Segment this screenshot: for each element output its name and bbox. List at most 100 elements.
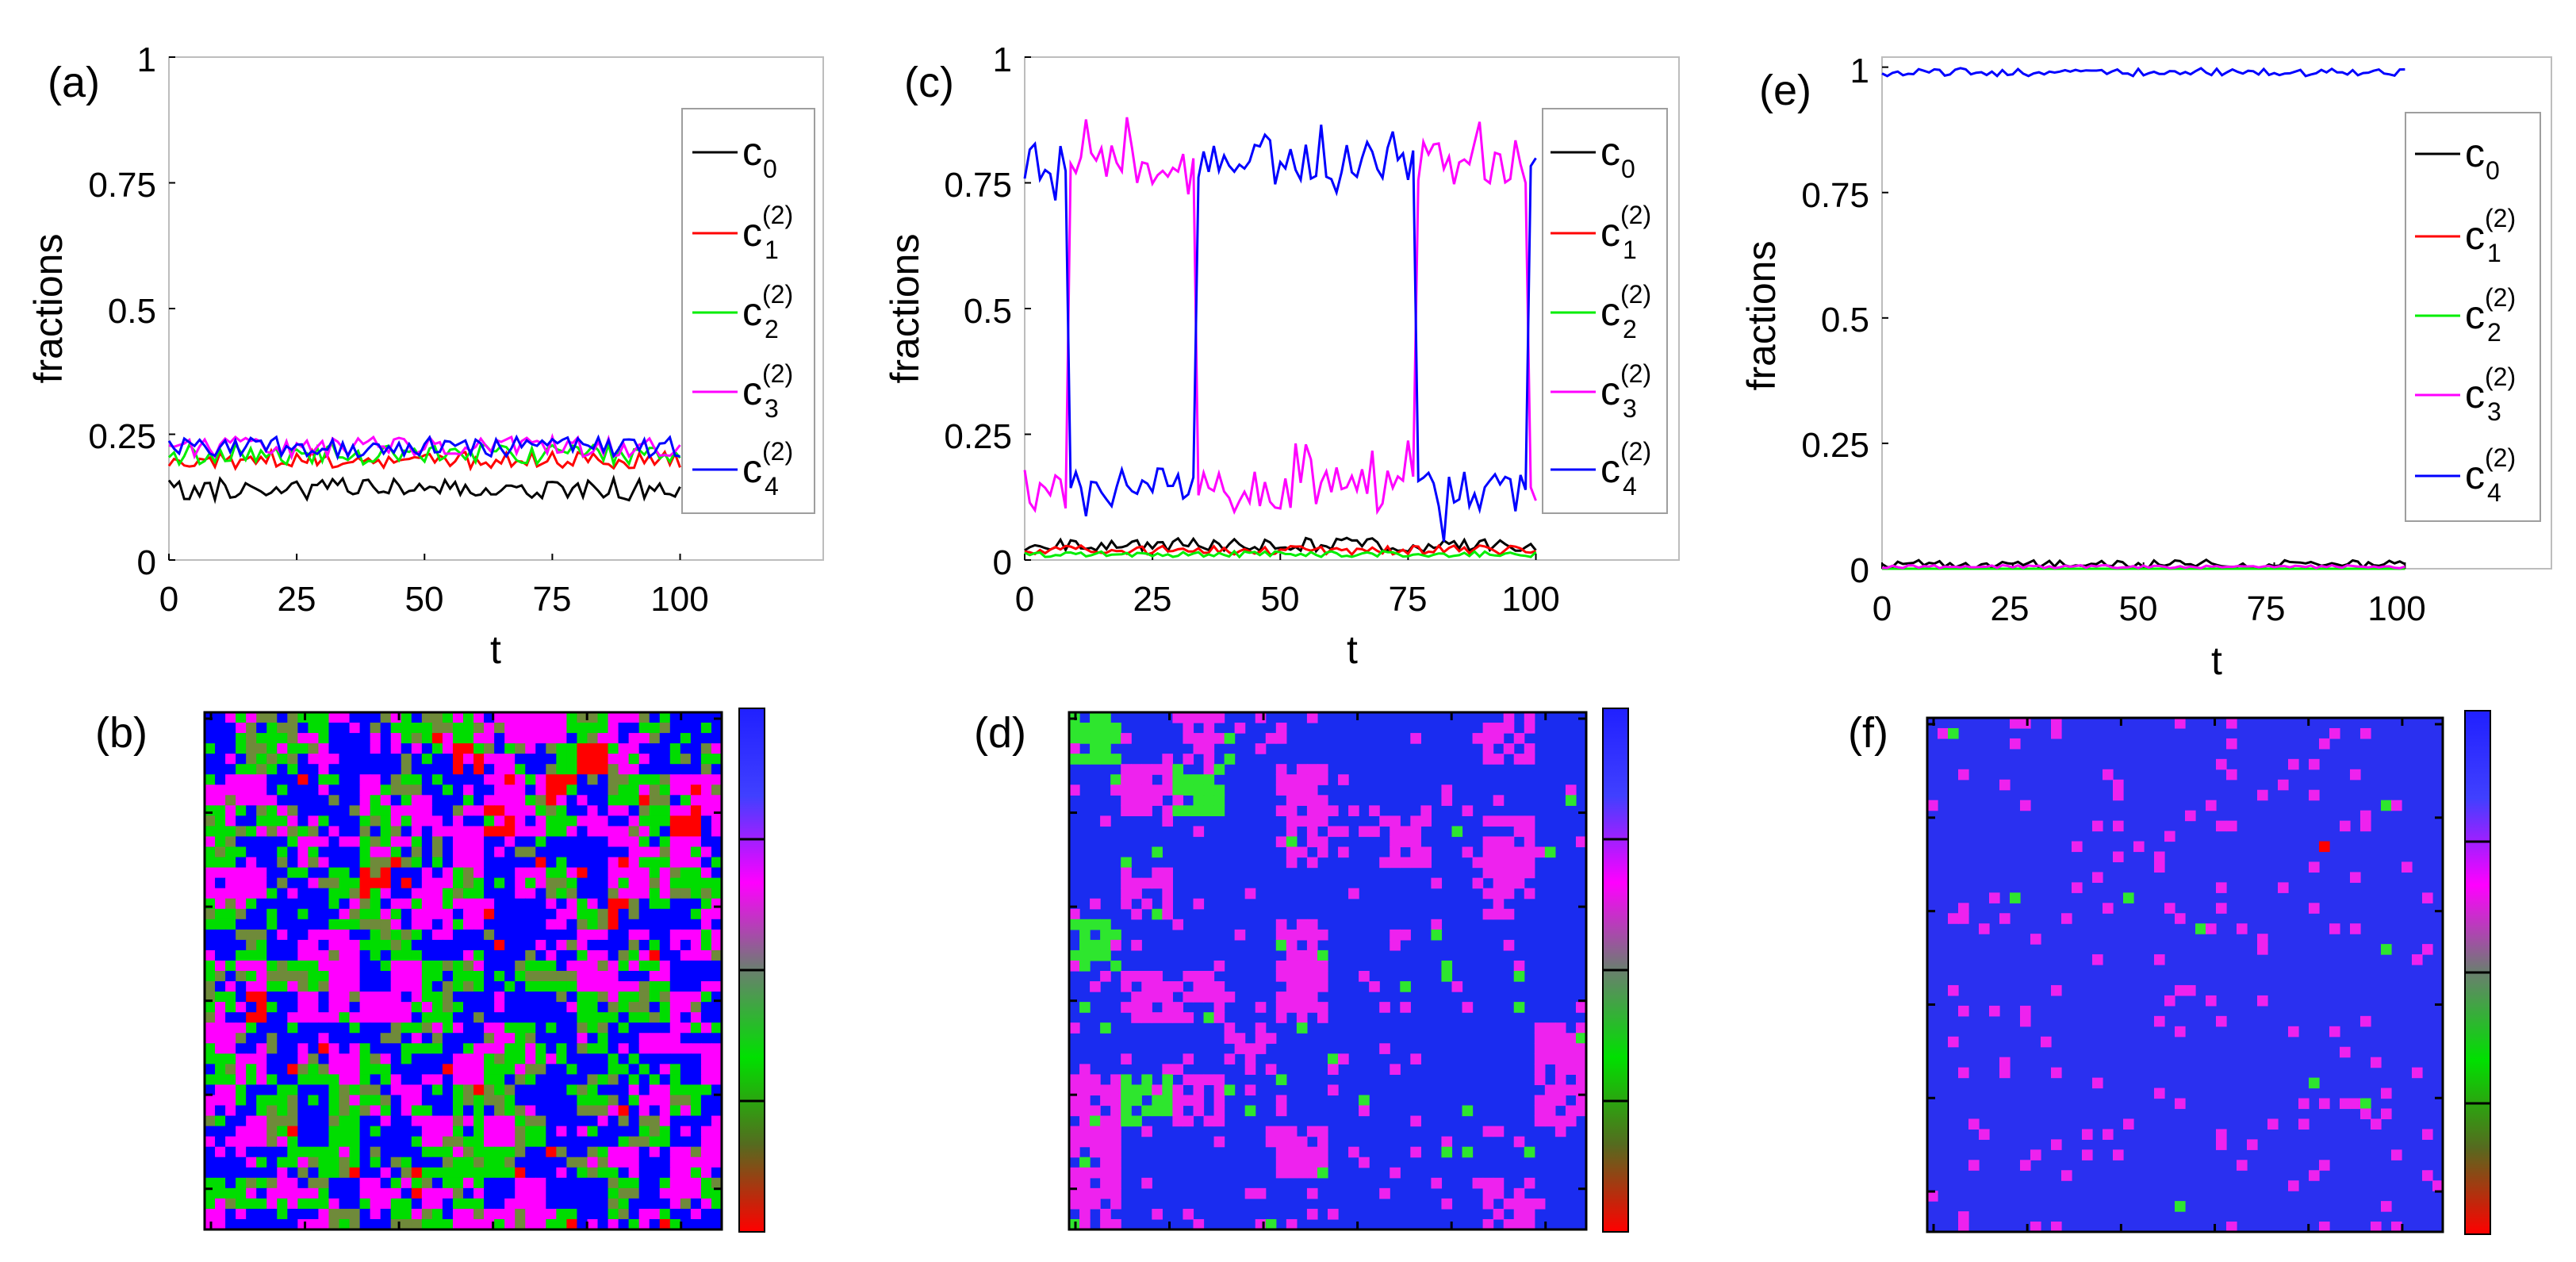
lattice-cell	[556, 908, 567, 920]
lattice-cell	[535, 846, 546, 858]
lattice-cell	[452, 1126, 464, 1137]
lattice-cell	[390, 795, 402, 806]
lattice-cell	[256, 1146, 267, 1158]
lattice-cell	[515, 1012, 526, 1023]
lattice-cell	[2381, 1108, 2392, 1120]
lattice-cell	[659, 764, 671, 775]
lattice-cell	[266, 1043, 278, 1054]
lattice-cell	[1110, 1084, 1121, 1096]
lattice-cell	[287, 846, 298, 858]
lattice-cell	[1431, 1177, 1443, 1189]
lattice-cell	[256, 877, 267, 889]
lattice-cell	[494, 743, 505, 754]
lattice-cell	[1503, 723, 1515, 734]
lattice-cell	[390, 919, 402, 930]
lattice-cell	[1328, 1064, 1339, 1075]
lattice-cell	[566, 815, 578, 827]
lattice-cell	[452, 939, 464, 951]
lattice-cell	[1100, 1177, 1111, 1189]
lattice-cell	[711, 939, 723, 951]
lattice-cell	[680, 712, 692, 723]
lattice-cell	[587, 1095, 599, 1107]
lattice-cell	[287, 1053, 298, 1064]
panel-c: (c) 0 0.25 0.5 0.75 1 0 25 50 75 100 t f…	[883, 40, 1680, 672]
lattice-cell	[1462, 1002, 1474, 1013]
lattice-cell	[628, 1208, 640, 1220]
lattice-cell	[380, 1002, 392, 1013]
lattice-cell	[680, 733, 692, 744]
lattice-ticks-f	[1926, 716, 2444, 1233]
lattice-cell	[256, 1136, 267, 1148]
lattice-cell	[690, 919, 702, 930]
lattice-cell	[349, 1043, 361, 1054]
lattice-cell	[297, 846, 309, 858]
lattice-cell	[1224, 1053, 1236, 1064]
lattice-cell	[370, 826, 381, 838]
lattice-cell	[690, 1064, 702, 1075]
lattice-cell	[411, 754, 423, 765]
lattice-cell	[349, 764, 361, 775]
lattice-cell	[236, 774, 247, 785]
lattice-cell	[236, 908, 247, 920]
lattice-cell	[297, 1146, 309, 1158]
lattice-cell	[463, 826, 474, 838]
lattice-cell	[484, 846, 495, 858]
lattice-cell	[473, 1084, 485, 1096]
lattice-cell	[401, 877, 412, 889]
lattice-cell	[473, 1146, 485, 1158]
lattice-cell	[546, 1002, 557, 1013]
lattice-cell	[452, 981, 464, 992]
lattice-cell	[401, 1177, 412, 1189]
lattice-cell	[680, 1198, 692, 1210]
lattice-cell	[1162, 992, 1173, 1003]
lattice-cell	[1534, 1053, 1546, 1064]
lattice-cell	[577, 1064, 588, 1075]
lattice-cell	[205, 867, 216, 879]
lattice-cell	[711, 1043, 723, 1054]
lattice-cell	[680, 774, 692, 785]
lattice-cell	[463, 1146, 474, 1158]
lattice-cell	[669, 867, 681, 879]
lattice-cell	[328, 784, 340, 796]
lattice-cell	[680, 888, 692, 900]
lattice-cell	[1286, 774, 1298, 785]
lattice-cell	[659, 867, 671, 879]
lattice-cell	[1513, 1002, 1525, 1013]
lattice-cell	[1110, 1177, 1121, 1189]
lattice-cell	[1090, 981, 1101, 992]
lattice-cell	[2226, 820, 2237, 832]
lattice-cell	[1121, 1074, 1132, 1086]
lattice-cell	[339, 1033, 351, 1044]
lattice-cell	[370, 1043, 381, 1054]
lattice-cell	[246, 1177, 257, 1189]
lattice-cell	[2154, 1015, 2165, 1027]
lattice-cell	[638, 743, 650, 754]
series-line-c0	[1024, 536, 1537, 554]
lattice-cell	[700, 826, 712, 838]
lattice-cell	[401, 971, 412, 982]
lattice-cell	[246, 971, 257, 982]
lattice-cell	[690, 949, 702, 961]
lattice-cell	[370, 1218, 381, 1230]
lattice-cell	[690, 795, 702, 806]
lattice-cell	[587, 754, 599, 765]
lattice-cell	[225, 981, 236, 992]
lattice-cell	[359, 981, 371, 992]
lattice-cell	[649, 971, 661, 982]
lattice-cell	[225, 1187, 236, 1199]
lattice-cell	[308, 774, 320, 785]
xtick-label: 100	[1501, 580, 1559, 619]
lattice-cell	[597, 877, 609, 889]
lattice-cell	[1079, 1198, 1091, 1210]
lattice-cell	[680, 1167, 692, 1179]
lattice-cell	[205, 1095, 216, 1107]
xtick-label: 50	[1261, 580, 1300, 619]
lattice-cell	[1141, 992, 1152, 1003]
lattice-cell	[215, 774, 226, 785]
series-line-c12	[167, 447, 681, 472]
lattice-cell	[1958, 769, 1969, 781]
lattice-cell	[370, 1064, 381, 1075]
lattice-cell	[1441, 1136, 1453, 1148]
lattice-cell	[287, 1095, 298, 1107]
lattice-cell	[587, 815, 599, 827]
